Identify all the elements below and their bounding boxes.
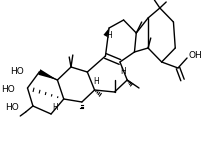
Polygon shape bbox=[38, 69, 57, 80]
Text: H: H bbox=[106, 32, 112, 40]
Text: HO: HO bbox=[5, 104, 18, 112]
Text: HO: HO bbox=[1, 86, 15, 94]
Text: OH: OH bbox=[188, 52, 202, 60]
Polygon shape bbox=[103, 28, 108, 37]
Text: H: H bbox=[52, 104, 57, 112]
Text: HO: HO bbox=[10, 68, 24, 76]
Text: H: H bbox=[120, 68, 126, 76]
Text: H: H bbox=[93, 77, 99, 87]
